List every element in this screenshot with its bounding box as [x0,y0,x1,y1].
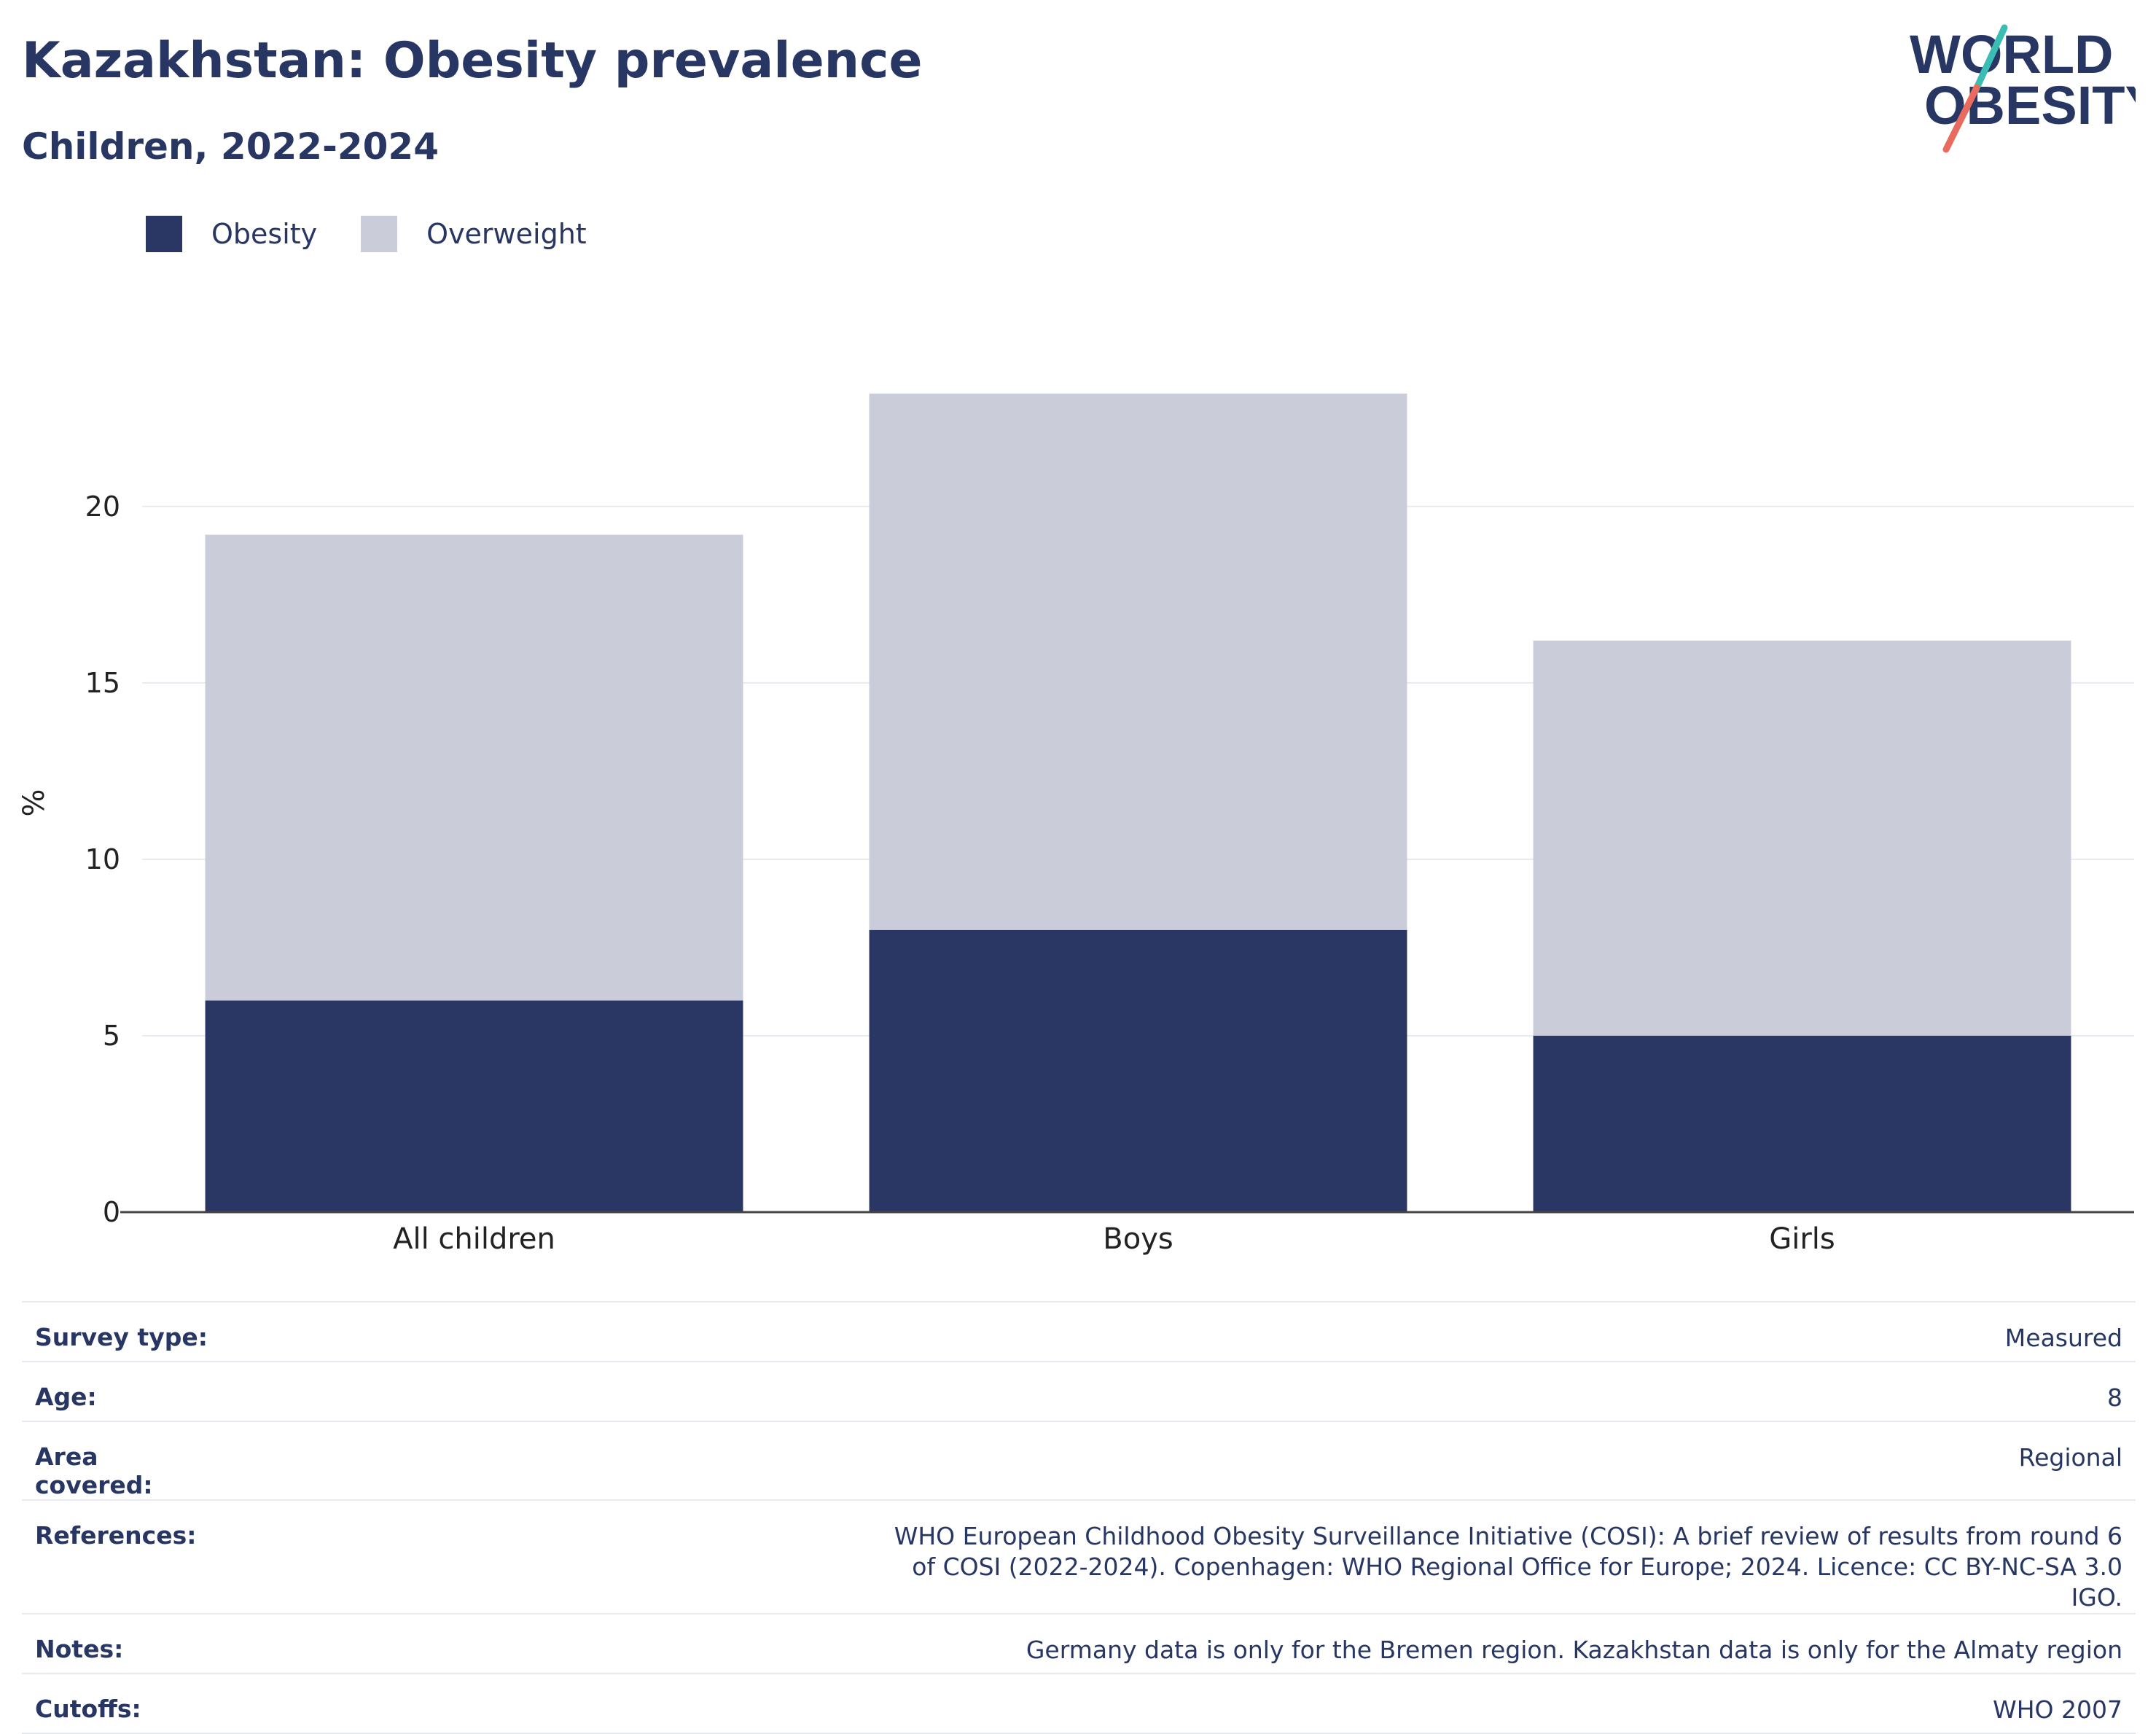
info-row: Notes: Germany data is only for the Breme… [22,1613,2136,1674]
info-label: Survey type: [22,1301,223,1362]
bar-overweight-girls [1533,640,2071,1036]
info-value: Regional [222,1421,2136,1500]
y-tick-label: 10 [85,843,120,875]
logo-line1: WORLD [1910,24,2114,85]
info-value: WHO European Childhood Obesity Surveilla… [222,1499,2136,1614]
info-label: Cutoffs: [22,1673,223,1734]
bar-obesity-all-children [205,1000,743,1212]
y-axis-label: % [17,789,51,816]
stacked-bar-chart: 0 5 10 15 20% All children Boys Girls [17,394,2134,1256]
y-tick-label: 15 [85,667,120,699]
legend-swatch-obesity [146,216,182,252]
info-label: References: [22,1499,223,1614]
y-tick-label: 0 [103,1196,120,1228]
x-tick-label: All children [393,1222,555,1256]
info-label: Age: [22,1361,223,1421]
x-tick-label: Boys [1103,1222,1173,1256]
info-value: Germany data is only for the Bremen regi… [222,1613,2136,1674]
info-value: WHO 2007 [222,1673,2136,1734]
survey-info-table: Survey type: Measured Age: 8 Area covered: Re… [22,1301,2136,1734]
info-row: Cutoffs: WHO 2007 [22,1673,2136,1734]
legend-item-obesity[interactable]: Obesity [146,216,317,252]
bar-obesity-boys [869,929,1407,1212]
logo-slash-teal [1972,24,2008,95]
logo-slash-coral [1942,84,1980,153]
legend-label-overweight: Overweight [426,218,587,250]
info-row: Age: 8 [22,1361,2136,1421]
info-label: Notes: [22,1613,223,1674]
y-tick-label: 5 [103,1020,120,1052]
y-tick-label: 20 [85,491,120,523]
chart-title: Kazakhstan: Obesity prevalence [22,32,923,90]
chart-legend: Obesity Overweight [146,216,630,252]
info-label: Area covered: [22,1421,223,1500]
info-row: Area covered: Regional [22,1421,2136,1500]
bar-overweight-boys [869,394,1407,930]
info-row: Survey type: Measured [22,1301,2136,1362]
legend-label-obesity: Obesity [211,218,318,250]
bar-obesity-girls [1533,1035,2071,1212]
legend-item-overweight[interactable]: Overweight [361,216,587,252]
x-tick-label: Girls [1769,1222,1835,1256]
info-value: Measured [222,1301,2136,1362]
chart-subtitle: Children, 2022-2024 [22,125,439,168]
world-obesity-logo: WORLD OBESITY [1910,24,2136,153]
legend-swatch-overweight [361,216,398,252]
info-row: References: WHO European Childhood Obesit… [22,1499,2136,1614]
info-value: 8 [222,1361,2136,1421]
bar-overweight-all-children [205,534,743,1001]
